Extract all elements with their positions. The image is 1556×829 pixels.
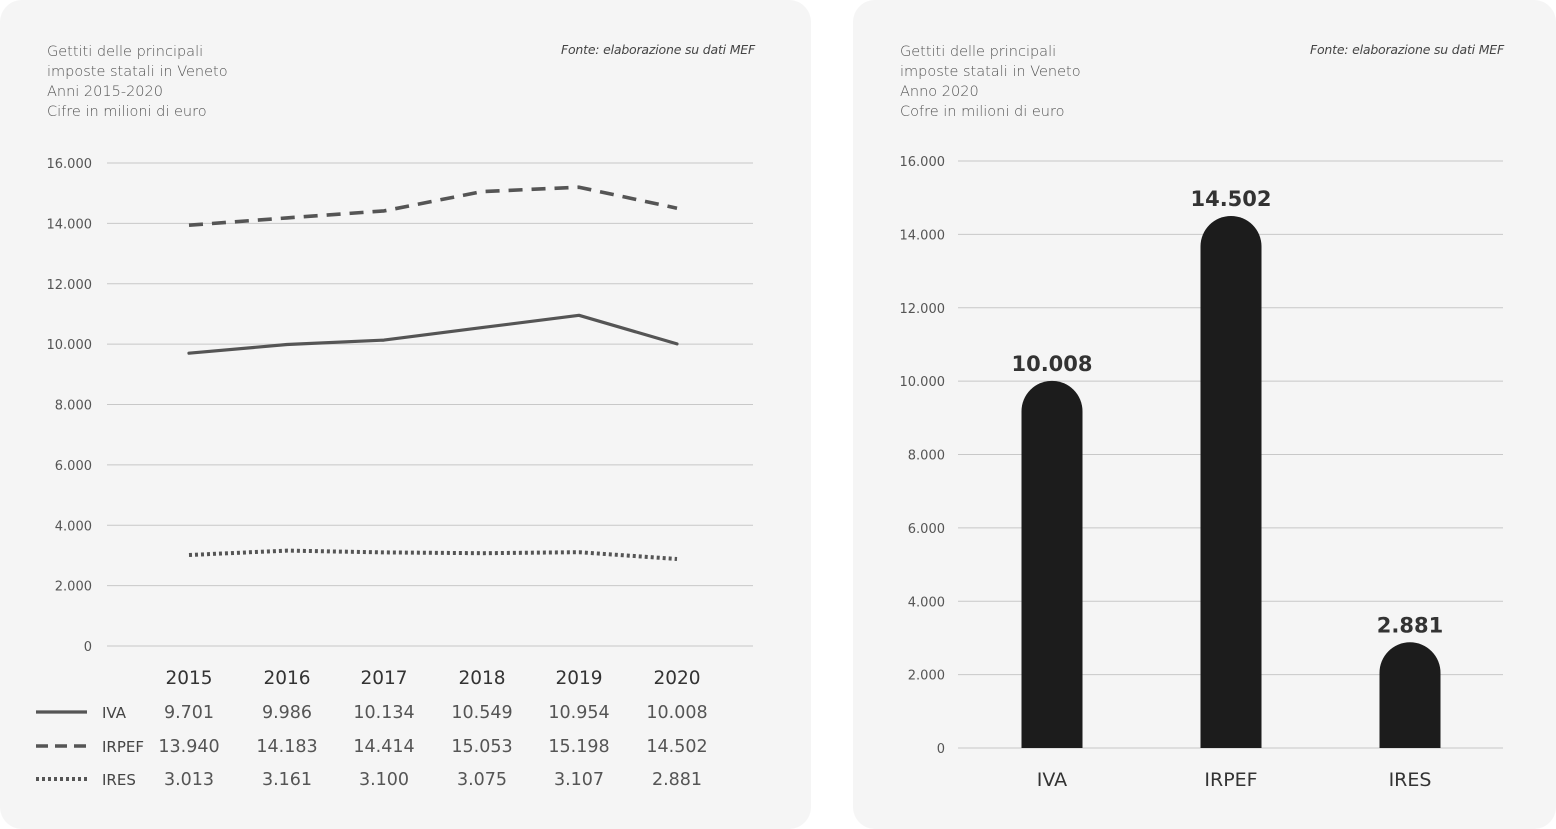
table-cell: 10.549: [451, 703, 512, 723]
data-point-iva: [480, 325, 484, 329]
line-chart-svg: 0 2.000 4.000 6.000 8.000 10.000 12.000 14.000 1…: [36, 157, 753, 790]
bar-irpef: [1200, 215, 1262, 748]
data-point-iva: [675, 342, 679, 346]
year-header: 2015: [165, 668, 212, 689]
table-cell: 15.198: [548, 737, 609, 757]
line-chart-title-line-3: Anni 2015-2020: [47, 84, 163, 100]
table-cell: 9.701: [164, 703, 214, 723]
table-cell: 3.107: [554, 770, 604, 790]
y-tick-label: 12.000: [47, 278, 93, 293]
y-tick-label: 2.000: [55, 580, 92, 595]
table-cell: 9.986: [262, 703, 312, 723]
bar-chart-source: Fonte: elaborazione su dati MEF: [1309, 42, 1504, 57]
legend-label-ires: IRES: [102, 771, 136, 789]
year-header: 2018: [458, 668, 505, 689]
y-tick-label: 0: [84, 640, 92, 655]
line-chart-source: Fonte: elaborazione su dati MEF: [560, 42, 755, 57]
bar-chart-title-line-4: Cofre in milioni di euro: [900, 104, 1065, 120]
table-cell: 10.954: [548, 703, 609, 723]
series-line-iva: [187, 313, 679, 355]
legend-label-iva: IVA: [102, 704, 127, 722]
bar-chart-panel: Gettiti delle principali imposte statali…: [853, 0, 1556, 829]
table-cell: 3.161: [262, 770, 312, 790]
line-chart-panel: Gettiti delle principali imposte statali…: [36, 42, 756, 790]
table-cell: 14.414: [353, 737, 414, 757]
y-tick-label: 8.000: [908, 449, 945, 464]
year-header: 2016: [263, 668, 310, 689]
data-point-ires: [285, 548, 289, 552]
table-cell: 15.053: [451, 737, 512, 757]
data-point-ires: [480, 551, 484, 555]
y-tick-label: 6.000: [55, 459, 92, 474]
table-cell: 3.075: [457, 770, 507, 790]
y-tick-label: 6.000: [908, 522, 945, 537]
data-point-ires: [382, 550, 386, 554]
table-cell: 14.502: [646, 737, 707, 757]
data-point-iva: [382, 338, 386, 342]
y-tick-label: 10.000: [47, 338, 93, 353]
line-chart-title: Gettiti delle principali imposte statali…: [47, 42, 228, 122]
line-chart-title-line-1: Gettiti delle principali: [47, 44, 204, 60]
data-point-iva: [577, 313, 581, 317]
data-point-irpef: [675, 206, 679, 210]
category-label: IRES: [1389, 769, 1432, 791]
y-tick-label: 14.000: [900, 228, 946, 243]
data-point-ires: [675, 557, 679, 561]
data-point-irpef: [480, 189, 484, 193]
data-point-irpef: [285, 216, 289, 220]
line-chart-title-line-2: imposte statali in Veneto: [47, 64, 228, 80]
bar-chart-title-line-3: Anno 2020: [900, 84, 979, 100]
year-header: 2019: [555, 668, 602, 689]
y-tick-label: 12.000: [900, 302, 946, 317]
y-tick-label: 14.000: [47, 217, 93, 232]
line-chart-title-line-4: Cifre in milioni di euro: [47, 104, 207, 120]
bar-value-label: 14.502: [1190, 187, 1271, 211]
y-tick-label: 8.000: [55, 399, 92, 414]
data-point-ires: [577, 550, 581, 554]
table-cell: 2.881: [652, 770, 702, 790]
category-label: IVA: [1037, 769, 1067, 791]
year-header: 2017: [360, 668, 407, 689]
table-cell: 10.008: [646, 703, 707, 723]
category-label: IRPEF: [1204, 769, 1257, 791]
y-tick-label: 2.000: [908, 669, 945, 684]
bar-chart-title-line-1: Gettiti delle principali: [900, 44, 1057, 60]
data-point-irpef: [382, 209, 386, 213]
y-tick-label: 4.000: [55, 519, 92, 534]
table-cell: 13.940: [158, 737, 219, 757]
legend-label-irpef: IRPEF: [102, 738, 144, 756]
table-cell: 10.134: [353, 703, 414, 723]
y-tick-label: 16.000: [900, 155, 946, 170]
bar-iva: [1021, 380, 1083, 748]
bar-ires: [1379, 642, 1441, 748]
y-tick-label: 4.000: [908, 595, 945, 610]
data-point-iva: [187, 351, 191, 355]
table-cell: 3.013: [164, 770, 214, 790]
data-point-irpef: [577, 185, 581, 189]
bar-value-label: 10.008: [1011, 352, 1092, 376]
y-tick-label: 10.000: [900, 375, 946, 390]
bar-chart-svg: 0 2.000 4.000 6.000 8.000 10.000 12.000 14.000 1…: [900, 155, 1503, 791]
bar-chart-title-line-2: imposte statali in Veneto: [900, 64, 1081, 80]
data-point-iva: [285, 342, 289, 346]
data-point-irpef: [187, 223, 191, 227]
year-header: 2020: [653, 668, 700, 689]
data-point-ires: [187, 553, 191, 557]
table-cell: 14.183: [256, 737, 317, 757]
y-tick-label: 16.000: [47, 157, 93, 172]
series-line-irpef: [188, 185, 678, 227]
table-cell: 3.100: [359, 770, 409, 790]
bar-value-label: 2.881: [1377, 613, 1443, 637]
bar-chart-title: Gettiti delle principali imposte statali…: [900, 42, 1081, 122]
y-tick-label: 0: [937, 742, 945, 757]
series-line-ires: [188, 548, 678, 561]
